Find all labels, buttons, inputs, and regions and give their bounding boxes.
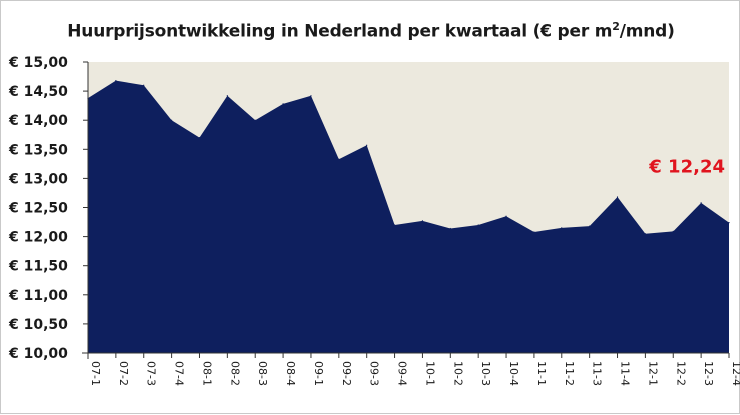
x-tick-label: 09-4 [396, 361, 409, 386]
x-tick-label: 07-1 [89, 361, 102, 386]
data-point-07-3 [143, 85, 144, 86]
data-point-10-1 [422, 220, 423, 221]
y-tick-label: € 10,50 [8, 317, 68, 333]
x-tick-label: 07-2 [117, 361, 130, 386]
data-point-12-1 [645, 233, 646, 234]
x-tick-label: 08-4 [284, 361, 297, 386]
y-tick-label: € 14,00 [8, 113, 68, 129]
x-tick-label: 08-3 [256, 361, 269, 386]
y-tick-label: € 15,00 [8, 55, 68, 71]
data-point-08-2 [227, 95, 228, 96]
x-tick-label: 12-2 [674, 361, 687, 386]
annotation-label: € 12,24 [648, 157, 725, 178]
annotation-layer: € 12,24 [648, 157, 725, 178]
y-tick-labels: € 10,00 € 10,50 € 11,00 € 11,50 € 12,00 € 12,… [8, 55, 88, 362]
data-point-07-2 [115, 80, 116, 81]
data-point-08-4 [282, 103, 283, 104]
y-tick-label: € 14,50 [8, 84, 68, 100]
x-tick-label: 07-4 [173, 361, 186, 386]
data-point-09-1 [310, 95, 311, 96]
x-tick-label: 11-1 [535, 361, 548, 386]
x-tick-label: 11-4 [619, 361, 632, 386]
x-tick-label: 11-3 [591, 361, 604, 386]
y-tick-label: € 11,50 [8, 259, 68, 275]
x-tick-label: 12-3 [702, 361, 715, 386]
x-tick-label: 11-2 [563, 361, 576, 386]
y-tick-label: € 13,00 [8, 171, 68, 187]
data-point-12-2 [673, 231, 674, 232]
y-tick-label: € 12,50 [8, 201, 68, 217]
data-point-09-2 [338, 159, 339, 160]
y-tick-label: € 11,00 [8, 288, 68, 304]
data-point-07-4 [171, 120, 172, 121]
x-tick-label: 10-1 [423, 361, 436, 386]
data-point-09-4 [394, 224, 395, 225]
data-point-10-2 [450, 228, 451, 229]
x-tick-label: 12-1 [646, 361, 659, 386]
y-tick-label: € 12,00 [8, 230, 68, 246]
chart-frame: Huurprijsontwikkeling in Nederland per k… [0, 0, 740, 414]
data-point-12-4 [728, 222, 729, 223]
x-tick-label: 07-3 [145, 361, 158, 386]
y-tick-label: € 10,00 [8, 346, 68, 362]
x-tick-labels: 07-1 07-2 07-3 07-4 08-1 08-2 08-3 08-4 09-1 09-2… [88, 353, 740, 386]
x-tick-label: 09-2 [340, 361, 353, 386]
area-chart: € 10,00 € 10,50 € 11,00 € 11,50 € 12,00 € 12,… [1, 1, 740, 415]
x-tick-label: 12-4 [730, 361, 740, 386]
x-tick-label: 10-4 [507, 361, 520, 386]
data-point-11-4 [617, 196, 618, 197]
y-tick-label: € 13,50 [8, 142, 68, 158]
data-point-10-3 [478, 224, 479, 225]
x-tick-label: 09-3 [368, 361, 381, 386]
data-point-10-4 [505, 216, 506, 217]
x-tick-label: 08-2 [228, 361, 241, 386]
data-point-08-1 [199, 137, 200, 138]
x-tick-label: 10-2 [451, 361, 464, 386]
x-tick-label: 10-3 [479, 361, 492, 386]
x-tick-label: 09-1 [312, 361, 325, 386]
x-tick-label: 08-1 [200, 361, 213, 386]
data-point-09-3 [366, 145, 367, 146]
data-point-11-3 [589, 226, 590, 227]
data-point-08-3 [255, 120, 256, 121]
data-point-11-2 [561, 227, 562, 228]
data-point-12-3 [701, 202, 702, 203]
data-point-11-1 [533, 231, 534, 232]
